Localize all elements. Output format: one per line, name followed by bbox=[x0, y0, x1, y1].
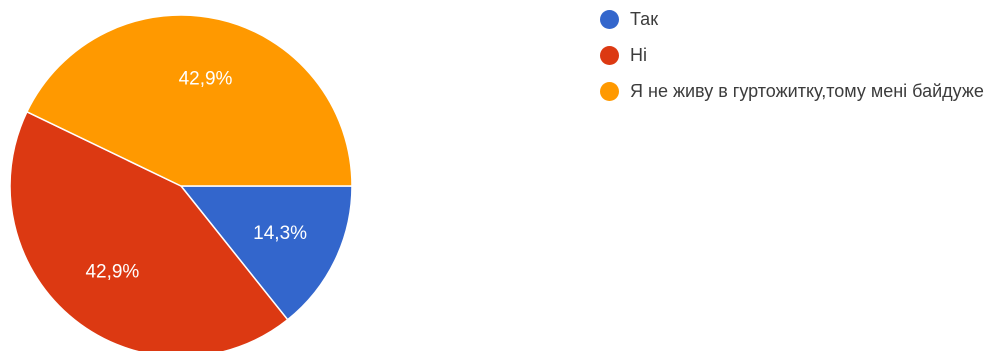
legend-item-ni[interactable]: Ні bbox=[600, 44, 985, 69]
legend-swatch-ni bbox=[600, 46, 619, 65]
legend-swatch-tak bbox=[600, 10, 619, 29]
pie-slice-label-2: 42,9% bbox=[179, 68, 233, 89]
pie-chart-plot: 14,3% 42,9% 42,9% bbox=[0, 0, 600, 351]
pie-slice-label-1: 42,9% bbox=[85, 262, 139, 283]
legend-item-ne-zhyvu[interactable]: Я не живу в гуртожитку,тому мені байдуже bbox=[600, 80, 985, 105]
legend-label-ne-zhyvu: Я не живу в гуртожитку,тому мені байдуже bbox=[630, 78, 984, 105]
legend-label-ni: Ні bbox=[630, 42, 647, 69]
legend-swatch-ne-zhyvu bbox=[600, 82, 619, 101]
pie-slice-label-0: 14,3% bbox=[253, 223, 307, 244]
legend-item-tak[interactable]: Так bbox=[600, 8, 985, 33]
chart-legend: Так Ні Я не живу в гуртожитку,тому мені … bbox=[600, 8, 985, 116]
legend-label-tak: Так bbox=[630, 6, 658, 33]
